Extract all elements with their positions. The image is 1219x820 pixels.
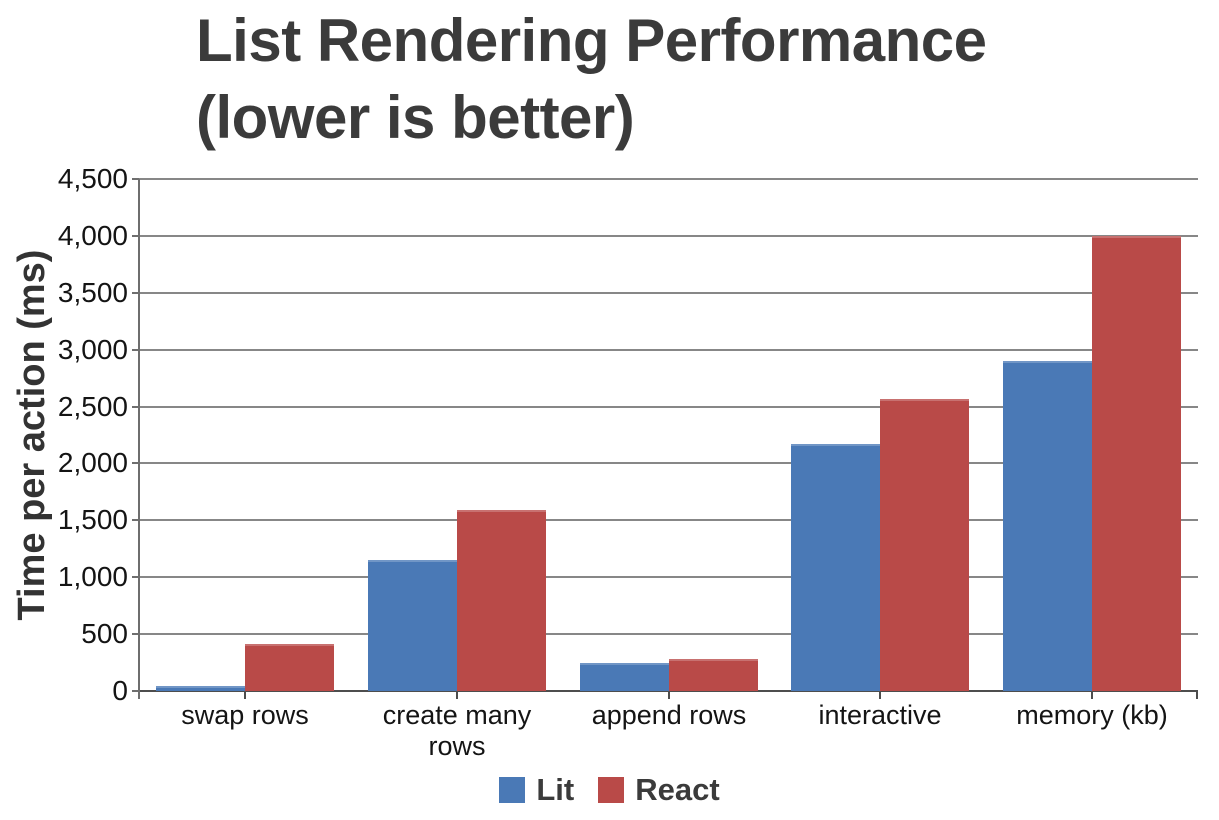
bar-lit-append-rows xyxy=(580,663,669,691)
bar-lit-interactive xyxy=(791,444,880,691)
y-tick-label-4000: 4,000 xyxy=(57,219,128,251)
legend-label-lit: Lit xyxy=(536,772,575,807)
bar-lit-swap-rows xyxy=(156,686,245,691)
x-axis-tick-swap-rows xyxy=(244,691,246,699)
legend-swatch-react-icon xyxy=(598,777,625,803)
gridline-4500 xyxy=(139,178,1198,180)
bar-lit-create-many-rows xyxy=(368,560,457,691)
x-axis-tick-right-end xyxy=(1196,691,1198,699)
y-tick-label-3000: 3,000 xyxy=(57,333,128,365)
x-axis-tick-memory-kb xyxy=(1091,691,1093,699)
category-label-memory-kb: memory (kb) xyxy=(1016,700,1168,730)
y-tick-label-2500: 2,500 xyxy=(57,390,128,422)
y-tick-label-1500: 1,500 xyxy=(57,504,128,536)
bar-react-swap-rows xyxy=(245,644,334,691)
gridline-2000 xyxy=(139,462,1198,465)
chart-title: List Rendering Performance (lower is bet… xyxy=(196,2,1096,156)
y-axis-line xyxy=(138,179,140,699)
y-tick-label-3500: 3,500 xyxy=(57,276,128,308)
legend: Lit React xyxy=(0,772,1219,808)
y-tick-label-1000: 1,000 xyxy=(57,561,128,593)
legend-label-react: React xyxy=(635,772,720,807)
legend-entry-react: React xyxy=(598,772,720,808)
y-axis-tick-3000 xyxy=(132,348,139,351)
gridline-1500 xyxy=(139,519,1198,522)
y-axis-tick-500 xyxy=(132,633,139,636)
y-tick-label-2000: 2,000 xyxy=(57,447,128,479)
plot-area xyxy=(139,178,1198,692)
bar-lit-memory-kb xyxy=(1003,361,1092,691)
gridline-2500 xyxy=(139,405,1198,408)
y-tick-label-0: 0 xyxy=(112,675,128,706)
gridline-4000 xyxy=(139,234,1198,237)
legend-entry-lit: Lit xyxy=(499,772,574,808)
y-tick-label-4500: 4,500 xyxy=(57,163,128,194)
bar-react-create-many-rows xyxy=(457,510,546,691)
gridline-500 xyxy=(139,633,1198,636)
y-axis-tick-4500 xyxy=(132,178,139,180)
y-axis-tick-2000 xyxy=(132,462,139,465)
category-label-append-rows: append rows xyxy=(591,700,747,730)
x-axis-tick-append-rows xyxy=(668,691,670,699)
chart-title-line-1: List Rendering Performance xyxy=(196,7,987,74)
bar-react-interactive xyxy=(880,399,969,691)
bar-react-memory-kb xyxy=(1092,236,1181,691)
gridline-3500 xyxy=(139,291,1198,294)
y-tick-label-500: 500 xyxy=(81,618,128,650)
category-label-create-many-rows: create many rows xyxy=(382,700,532,761)
y-axis-tick-1500 xyxy=(132,519,139,522)
category-label-swap-rows: swap rows xyxy=(181,700,309,730)
gridline-1000 xyxy=(139,576,1198,579)
category-label-interactive: interactive xyxy=(818,700,942,730)
y-axis-tick-1000 xyxy=(132,576,139,579)
y-axis-tick-3500 xyxy=(132,291,139,294)
bar-react-append-rows xyxy=(669,659,758,691)
chart-title-line-2: (lower is better) xyxy=(196,84,635,151)
legend-swatch-lit-icon xyxy=(499,777,526,803)
y-axis-title: Time per action (ms) xyxy=(11,249,53,621)
y-axis-tick-4000 xyxy=(132,234,139,237)
x-axis-tick-create-many-rows xyxy=(456,691,458,699)
y-axis-tick-2500 xyxy=(132,405,139,408)
gridline-3000 xyxy=(139,348,1198,351)
y-axis-tick-0 xyxy=(132,690,139,692)
x-axis-tick-interactive xyxy=(879,691,881,699)
